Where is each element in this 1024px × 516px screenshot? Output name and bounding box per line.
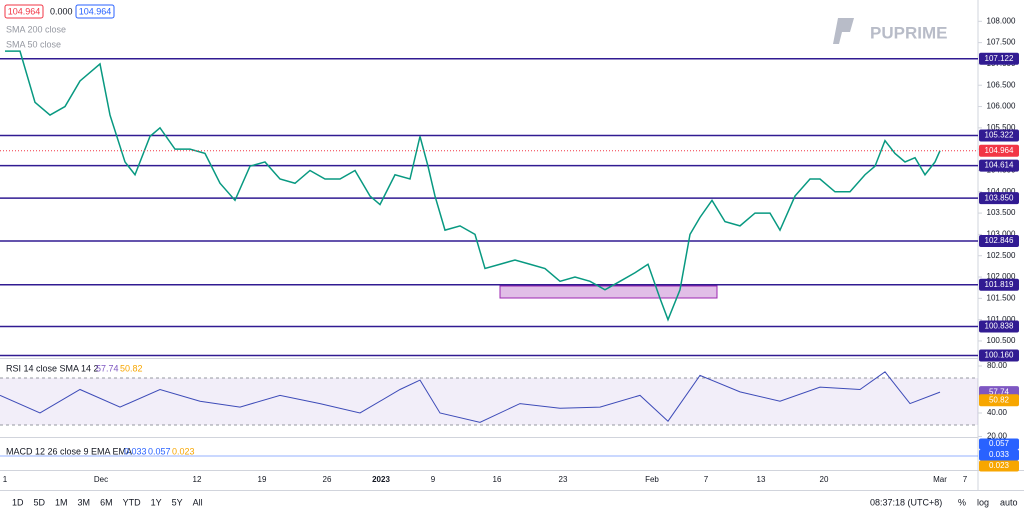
y-tick-label: 108.000 [987, 16, 1016, 25]
rsi-line [0, 371, 941, 423]
range-button[interactable]: 1D [12, 497, 24, 507]
level-label: 107.122 [985, 54, 1014, 63]
level-tag [979, 234, 1019, 247]
x-tick-label: 9 [431, 475, 436, 484]
rsi-readout: 57.74 [96, 363, 119, 373]
y-tick-label: 103.500 [987, 208, 1016, 217]
level-tag [979, 278, 1019, 291]
x-tick-label: 7 [963, 475, 968, 484]
range-button[interactable]: 3M [78, 497, 91, 507]
y-tick-label: 40.00 [987, 408, 1008, 417]
scale-button[interactable]: % [958, 497, 966, 507]
y-tick-label: 101.500 [987, 293, 1016, 302]
x-tick-label: Mar [933, 475, 947, 484]
scale-button[interactable]: auto [1000, 497, 1018, 507]
level-tag [979, 129, 1019, 142]
macd-tag [979, 438, 1019, 450]
range-button[interactable]: 1M [55, 497, 68, 507]
x-tick-label: 16 [493, 475, 502, 484]
level-label: 103.850 [985, 193, 1014, 202]
x-tick-label: 26 [323, 475, 332, 484]
price-label: 104.964 [985, 146, 1014, 155]
level-tag [979, 349, 1019, 362]
level-tag [979, 52, 1019, 65]
y-tick-label: 104.000 [987, 187, 1016, 196]
macd-readout: 0.033 [124, 446, 147, 456]
price-tag [979, 144, 1019, 157]
x-tick-label: 13 [757, 475, 766, 484]
scale-button[interactable]: log [977, 497, 989, 507]
y-tick-label: 80.00 [987, 361, 1008, 370]
clock: 08:37:18 (UTC+8) [870, 497, 942, 507]
rsi-title: RSI 14 close SMA 14 2 [6, 363, 99, 373]
y-tick-label: 101.000 [987, 315, 1016, 324]
level-label: 104.614 [985, 161, 1014, 170]
legend-value: 104.964 [8, 6, 41, 16]
y-tick-label: 106.000 [987, 102, 1016, 111]
range-button[interactable]: 6M [100, 497, 113, 507]
x-tick-label: 2023 [372, 475, 390, 484]
rsi-tag [979, 394, 1019, 407]
macd-tag-label: 0.033 [989, 450, 1010, 459]
legend-box [75, 4, 115, 19]
level-label: 105.322 [985, 131, 1014, 140]
logo-text: PUPRIME [870, 23, 947, 42]
x-tick-label: 12 [193, 475, 202, 484]
level-label: 102.846 [985, 236, 1014, 245]
macd-tag-label: 0.057 [989, 439, 1010, 448]
y-tick-label: 20.00 [987, 432, 1008, 441]
macd-tag [979, 449, 1019, 461]
x-tick-label: Dec [94, 475, 108, 484]
rsi-tag-label: 57.74 [989, 387, 1010, 396]
logo-mark [833, 18, 854, 44]
rsi-readout: 50.82 [120, 363, 143, 373]
range-button[interactable]: YTD [123, 497, 142, 507]
y-tick-label: 103.000 [987, 230, 1016, 239]
macd-tag [979, 460, 1019, 472]
macd-readout: 0.057 [148, 446, 171, 456]
range-button[interactable]: 1Y [151, 497, 162, 507]
range-button[interactable]: All [193, 497, 203, 507]
support-zone [499, 285, 718, 299]
y-tick-label: 100.500 [987, 336, 1016, 345]
x-tick-label: Feb [645, 475, 659, 484]
y-tick-label: 105.500 [987, 123, 1016, 132]
legend-box [4, 4, 44, 19]
y-tick-label: 107.500 [987, 38, 1016, 47]
x-tick-label: 1 [3, 475, 8, 484]
y-tick-label: 102.000 [987, 272, 1016, 281]
price-line [5, 50, 941, 322]
level-label: 101.819 [985, 280, 1014, 289]
level-tag [979, 159, 1019, 172]
study-label[interactable]: SMA 200 close [6, 24, 66, 34]
level-label: 100.838 [985, 322, 1014, 331]
x-tick-label: 23 [559, 475, 568, 484]
y-tick-label: 102.500 [987, 251, 1016, 260]
x-tick-label: 19 [258, 475, 267, 484]
macd-readout: 0.023 [172, 446, 195, 456]
range-button[interactable]: 5D [34, 497, 46, 507]
macd-title: MACD 12 26 close 9 EMA EMA [6, 446, 132, 456]
logo: PUPRIME [833, 18, 947, 44]
level-tag [979, 192, 1019, 205]
study-label[interactable]: SMA 50 close [6, 39, 61, 49]
rsi-tag-label: 50.82 [989, 395, 1010, 404]
range-button[interactable]: 5Y [172, 497, 183, 507]
x-tick-label: 7 [704, 475, 709, 484]
level-tag [979, 320, 1019, 333]
x-tick-label: 20 [820, 475, 829, 484]
y-tick-label: 106.500 [987, 80, 1016, 89]
level-label: 100.160 [985, 351, 1014, 360]
legend-value: 0.000 [50, 6, 73, 16]
legend-value: 104.964 [79, 6, 112, 16]
macd-tag-label: 0.023 [989, 461, 1010, 470]
rsi-band [0, 378, 978, 425]
